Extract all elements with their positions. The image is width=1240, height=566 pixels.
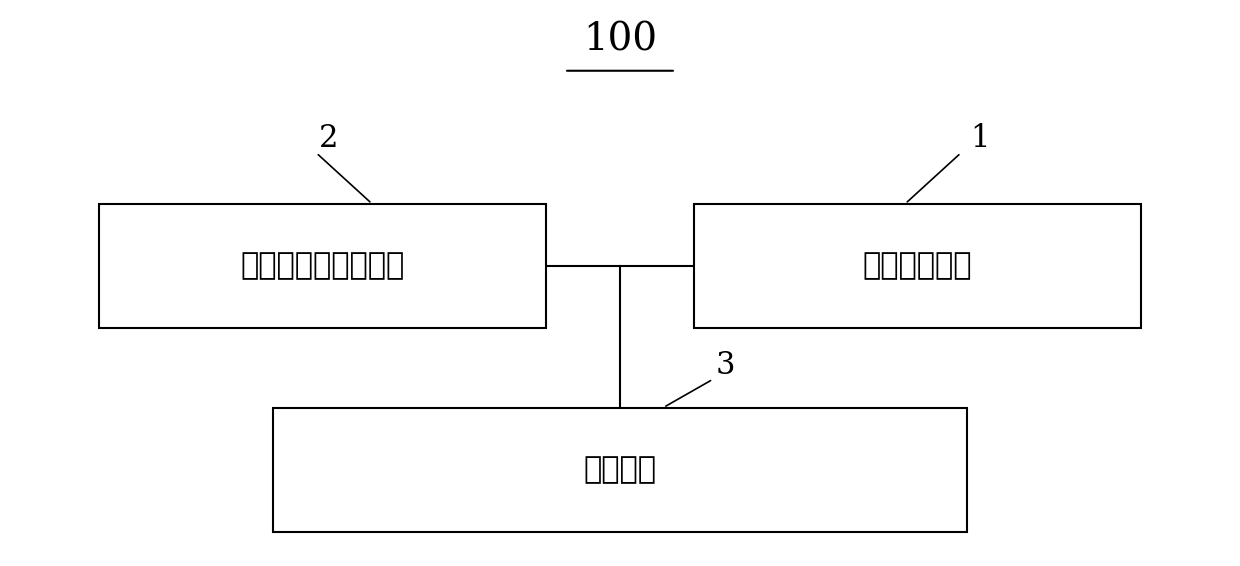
Text: 低功耗模式使能单元: 低功耗模式使能单元 [241, 251, 404, 281]
Text: 2: 2 [319, 123, 339, 154]
FancyBboxPatch shape [99, 204, 546, 328]
Text: 插入单元: 插入单元 [584, 455, 656, 484]
Text: 1: 1 [970, 123, 990, 154]
Text: 100: 100 [583, 21, 657, 58]
Text: 插入检测单元: 插入检测单元 [863, 251, 972, 281]
Text: 3: 3 [715, 350, 735, 380]
FancyBboxPatch shape [694, 204, 1141, 328]
FancyBboxPatch shape [273, 408, 967, 532]
